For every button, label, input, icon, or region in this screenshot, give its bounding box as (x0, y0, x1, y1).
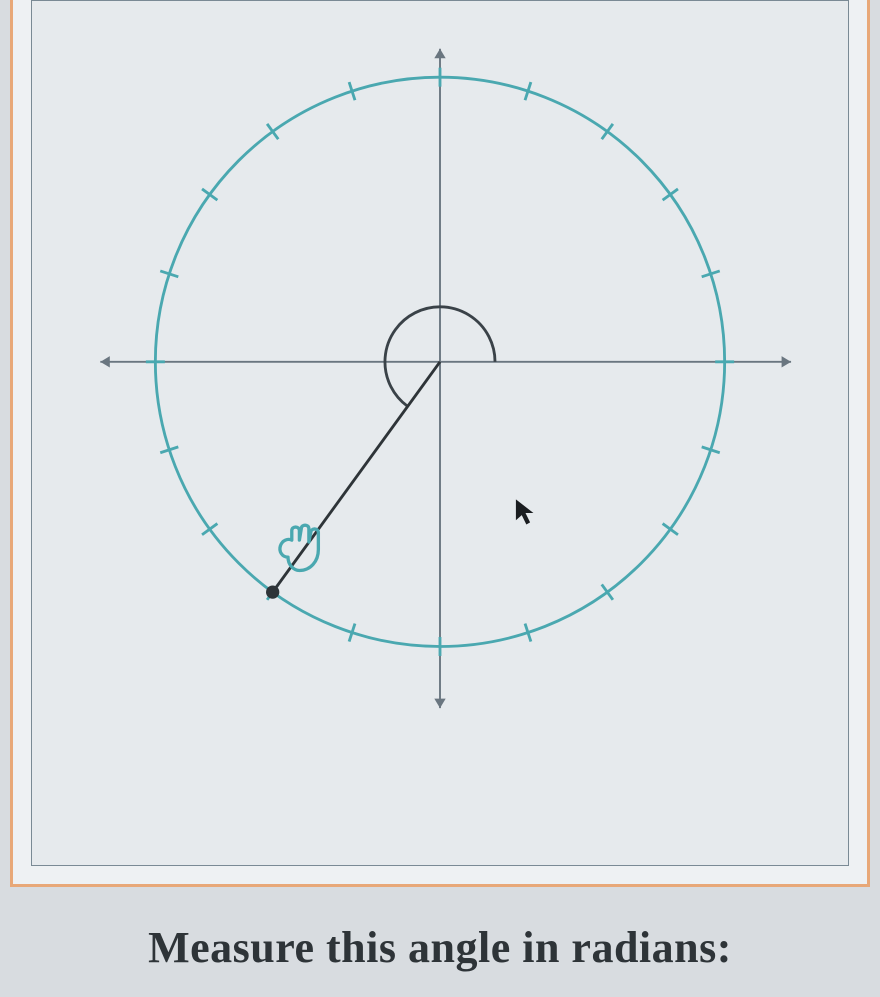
angle-diagram-canvas[interactable] (32, 1, 848, 865)
circle-tick (267, 124, 278, 139)
question-text: Measure this angle in radians: (0, 922, 880, 973)
circle-tick (202, 524, 217, 535)
circle-tick (663, 524, 678, 535)
terminal-endpoint[interactable] (266, 585, 279, 598)
terminal-ray[interactable] (273, 362, 440, 592)
mouse-cursor-icon (516, 499, 534, 524)
drag-hand-icon (280, 525, 318, 570)
circle-tick (602, 584, 613, 599)
circle-tick (663, 189, 678, 200)
figure-outer-frame (10, 0, 870, 887)
circle-tick (602, 124, 613, 139)
circle-tick (202, 189, 217, 200)
figure-inner-frame (31, 0, 849, 866)
